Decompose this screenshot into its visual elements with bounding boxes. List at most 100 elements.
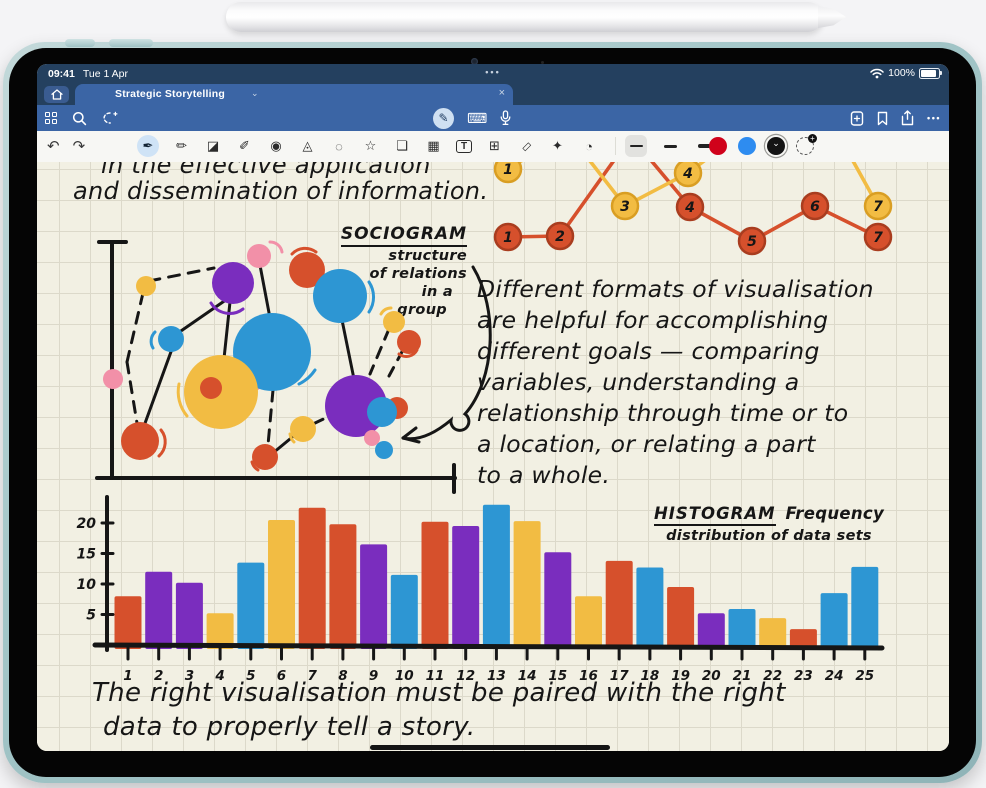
search-icon[interactable] bbox=[72, 111, 87, 126]
svg-text:7: 7 bbox=[873, 230, 883, 246]
svg-text:4: 4 bbox=[214, 668, 224, 684]
keyboard-icon[interactable]: ⌨ bbox=[467, 109, 488, 126]
svg-text:23: 23 bbox=[794, 668, 813, 684]
svg-text:2: 2 bbox=[555, 229, 565, 245]
lasso-select-icon[interactable] bbox=[102, 111, 119, 126]
tab-bar: Strategic Storytelling ⌄ × bbox=[37, 84, 949, 105]
nav-left-group bbox=[45, 105, 119, 131]
svg-text:16: 16 bbox=[579, 668, 598, 684]
laser-pointer-tool[interactable]: ✦ bbox=[552, 138, 563, 153]
tab-close-icon[interactable]: × bbox=[498, 87, 505, 99]
histogram-label: HISTOGRAM Frequency distribution of data… bbox=[653, 504, 885, 544]
stroke-width-3px[interactable] bbox=[659, 135, 681, 157]
pen-mode-icon: ✎ bbox=[438, 111, 449, 125]
home-button[interactable] bbox=[44, 86, 69, 103]
color-swatch-group: ⌄ + bbox=[709, 131, 817, 161]
lasso-tool[interactable]: ◌ bbox=[335, 138, 343, 154]
svg-text:5: 5 bbox=[86, 608, 96, 624]
svg-text:5: 5 bbox=[246, 668, 255, 684]
highlighter-tool[interactable]: ✐ bbox=[239, 138, 250, 153]
battery-percent: 100% bbox=[888, 67, 915, 79]
chevron-down-icon[interactable]: ⌄ bbox=[251, 88, 259, 98]
status-right: 100% bbox=[870, 67, 942, 79]
eraser-tool[interactable]: ◪ bbox=[206, 138, 220, 153]
svg-text:12: 12 bbox=[456, 668, 475, 684]
svg-text:17: 17 bbox=[610, 668, 629, 684]
pencil-tool[interactable]: ✏ bbox=[176, 138, 187, 153]
svg-text:4: 4 bbox=[682, 166, 693, 182]
stroke-width-2px[interactable] bbox=[625, 135, 647, 157]
histogram-title: HISTOGRAM bbox=[653, 504, 776, 526]
share-icon[interactable] bbox=[901, 110, 914, 126]
color-swatch-red[interactable] bbox=[709, 137, 727, 155]
sociogram-subtitle: structure of relations in a group bbox=[369, 248, 467, 318]
tool-group: ✒ ✏ ◪ ✐ ◉ ◬ ◌ ☆ ❏ ▦ T ⊞ ▭ ✦ ◔ bbox=[137, 131, 598, 161]
multitask-dots[interactable]: ••• bbox=[485, 67, 501, 77]
stickers-tool[interactable]: ☆ bbox=[364, 138, 377, 153]
note-bottom-line1: The right visualisation must be paired w… bbox=[92, 678, 786, 708]
svg-text:22: 22 bbox=[763, 668, 782, 684]
document-tab[interactable]: Strategic Storytelling ⌄ × bbox=[75, 84, 513, 105]
apple-pencil bbox=[226, 2, 823, 32]
shapes-tool[interactable]: ◬ bbox=[302, 138, 313, 153]
ruler-tool[interactable]: ▭ bbox=[518, 138, 535, 155]
pen-mode-button[interactable]: ✎ bbox=[433, 107, 454, 129]
recents-tool[interactable]: ◔ bbox=[585, 138, 593, 154]
svg-text:14: 14 bbox=[518, 668, 537, 684]
underline-stroke bbox=[370, 745, 610, 750]
camera-sensor bbox=[541, 61, 544, 64]
bookmark-icon[interactable] bbox=[877, 111, 888, 126]
svg-text:1: 1 bbox=[123, 668, 132, 684]
sociogram-title: SOCIOGRAM bbox=[340, 224, 467, 247]
microphone-icon[interactable] bbox=[500, 110, 511, 126]
svg-text:8: 8 bbox=[338, 668, 347, 684]
ipad-device: 09:41 Tue 1 Apr ••• 100% bbox=[3, 39, 982, 783]
fountain-pen-tool[interactable]: ✒ bbox=[137, 135, 159, 157]
svg-text:5: 5 bbox=[747, 234, 757, 250]
undo-icon[interactable]: ↶ bbox=[47, 138, 60, 155]
tape-tool[interactable]: ◉ bbox=[270, 138, 282, 153]
elements-tool[interactable]: ⊞ bbox=[489, 138, 500, 153]
color-swatch-black[interactable]: ⌄ bbox=[767, 137, 785, 155]
svg-text:25: 25 bbox=[855, 668, 874, 684]
nav-right-group: ••• bbox=[850, 105, 941, 131]
redo-icon[interactable]: ↷ bbox=[72, 138, 86, 155]
color-swatch-blue[interactable] bbox=[738, 137, 756, 155]
stroke-width-4px[interactable] bbox=[693, 135, 715, 157]
thumbnails-icon[interactable] bbox=[45, 112, 57, 124]
note-text-line2: and dissemination of information. bbox=[73, 177, 489, 205]
undo-redo-group: ↶ ↷ bbox=[47, 131, 85, 161]
stroke-width-group bbox=[625, 131, 715, 161]
home-icon bbox=[50, 89, 63, 100]
ipad-bezel: 09:41 Tue 1 Apr ••• 100% bbox=[9, 48, 976, 777]
front-camera bbox=[471, 58, 478, 65]
pages-tool[interactable]: ❏ bbox=[396, 138, 408, 153]
clock-time: 09:41 bbox=[48, 68, 75, 80]
nav-center-group: ✎ ⌨ bbox=[433, 105, 511, 131]
note-paragraph: Different formats of visualisation are h… bbox=[477, 275, 874, 489]
sociogram-chart bbox=[95, 240, 492, 494]
svg-text:10: 10 bbox=[77, 577, 97, 593]
toolbar-divider bbox=[615, 137, 616, 155]
svg-text:3: 3 bbox=[620, 199, 630, 215]
volume-button-2 bbox=[109, 39, 153, 47]
note-bottom-line2: data to properly tell a story. bbox=[103, 712, 476, 742]
svg-text:13: 13 bbox=[487, 668, 506, 684]
svg-text:15: 15 bbox=[548, 668, 567, 684]
svg-text:1: 1 bbox=[503, 230, 513, 246]
svg-text:24: 24 bbox=[825, 668, 844, 684]
svg-text:1: 1 bbox=[503, 162, 513, 178]
add-page-icon[interactable] bbox=[850, 110, 864, 126]
svg-text:11: 11 bbox=[426, 668, 445, 684]
svg-text:20: 20 bbox=[702, 668, 721, 684]
svg-text:6: 6 bbox=[810, 199, 820, 215]
image-tool[interactable]: ▦ bbox=[427, 138, 440, 153]
add-color-button[interactable]: + bbox=[796, 134, 817, 155]
text-box-tool[interactable]: T bbox=[456, 139, 472, 153]
more-options-icon[interactable]: ••• bbox=[927, 113, 941, 123]
svg-text:4: 4 bbox=[684, 200, 695, 216]
tab-title: Strategic Storytelling bbox=[115, 88, 226, 100]
note-canvas[interactable]: in the effective application and dissemi… bbox=[37, 162, 949, 751]
svg-text:21: 21 bbox=[733, 668, 752, 684]
